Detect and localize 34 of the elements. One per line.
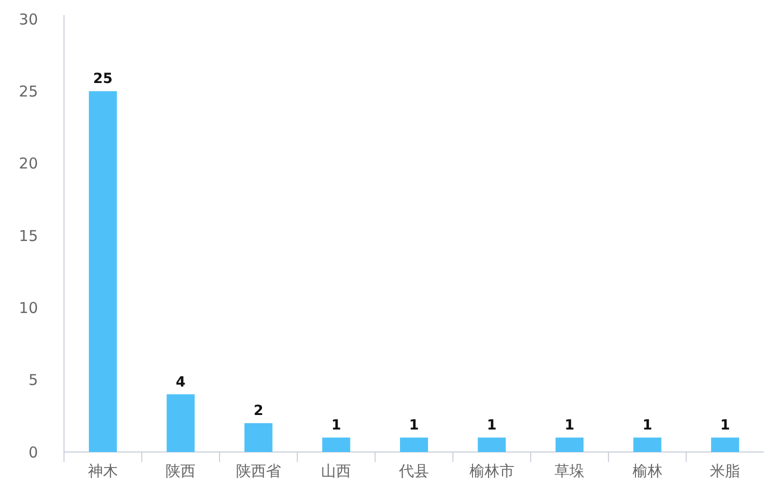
data-label: 1 <box>409 418 419 434</box>
bar <box>478 438 506 452</box>
bar <box>556 438 584 452</box>
data-label: 2 <box>254 403 264 420</box>
x-tick-label: 榆林市 <box>469 462 514 480</box>
y-tick-label: 10 <box>18 298 38 317</box>
bar <box>166 394 195 452</box>
bar <box>88 91 117 452</box>
data-label: 25 <box>93 71 113 88</box>
y-tick-label: 20 <box>18 154 38 173</box>
y-tick-label: 30 <box>18 10 38 28</box>
y-tick-label: 15 <box>18 226 38 245</box>
bar <box>711 438 740 452</box>
data-label: 1 <box>486 418 497 434</box>
x-tick-label: 代县 <box>398 462 429 480</box>
data-label: 1 <box>331 418 342 434</box>
data-label: 1 <box>564 418 574 434</box>
x-tick-label: 陕西省 <box>236 462 281 480</box>
bar <box>633 438 662 452</box>
x-tick-label: 草垛 <box>554 462 585 480</box>
bar <box>322 438 350 452</box>
x-tick-label: 神木 <box>88 462 118 480</box>
y-tick-label: 5 <box>28 371 38 390</box>
y-tick-label: 0 <box>28 443 38 462</box>
data-label: 1 <box>720 418 730 434</box>
x-tick-label: 陕西 <box>166 462 196 480</box>
x-tick-label: 榆林 <box>632 462 662 480</box>
bar <box>400 438 428 452</box>
x-tick-label: 山西 <box>321 462 352 480</box>
data-label: 1 <box>642 418 652 434</box>
bar <box>244 423 272 452</box>
data-label: 4 <box>176 374 186 390</box>
y-tick-label: 25 <box>18 82 38 100</box>
x-tick-label: 米脂 <box>710 462 740 480</box>
